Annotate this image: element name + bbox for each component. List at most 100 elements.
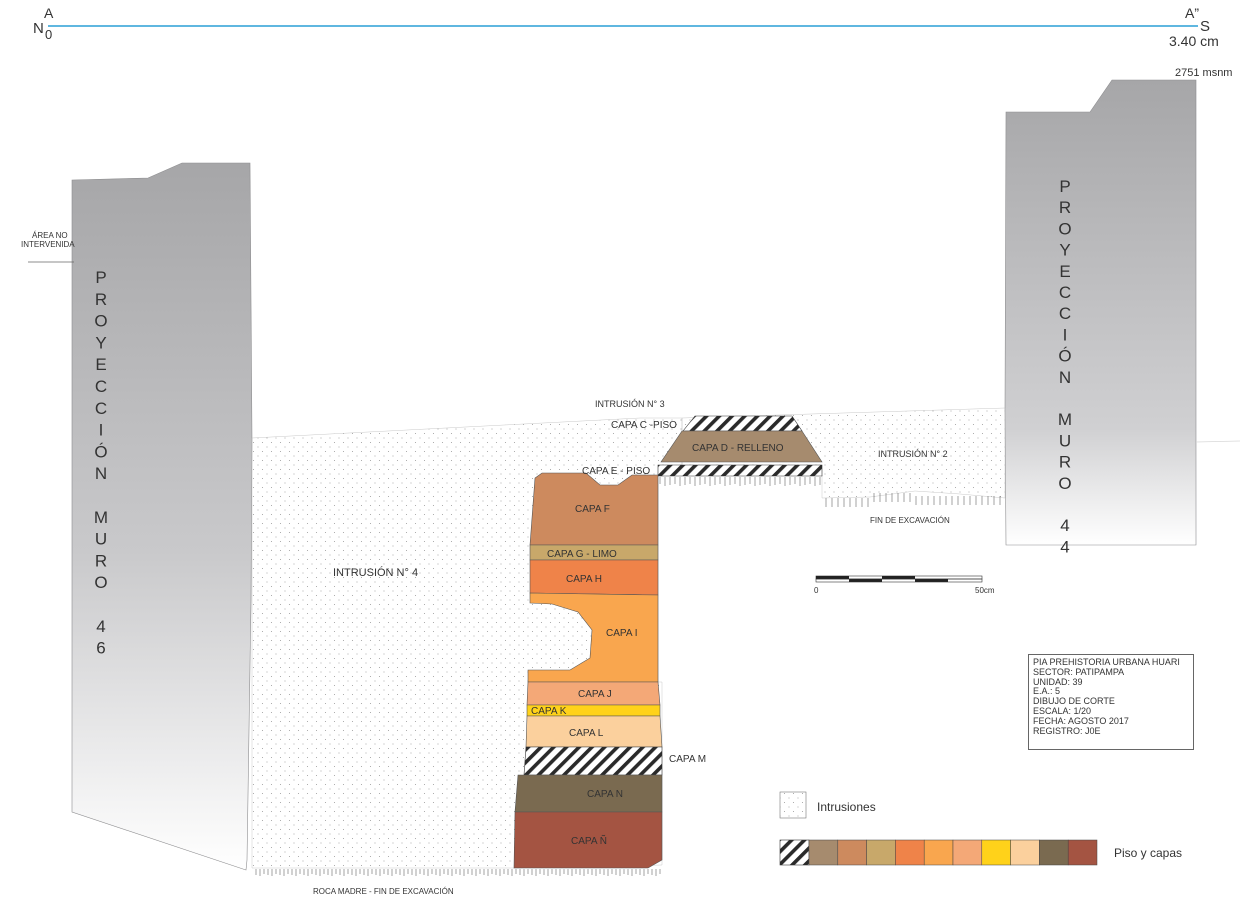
wall-left-letter: I (99, 421, 104, 440)
capa-nn (513, 811, 663, 869)
legend-swatch (1039, 839, 1069, 866)
legend-swatch (866, 839, 896, 866)
wall-left-letter: 4 (96, 617, 105, 636)
section-start-sub: 0 (45, 27, 52, 42)
legend-swatch (808, 839, 839, 866)
info-line: E.A.: 5 (1033, 686, 1061, 697)
info-box: PIA PREHISTORIA URBANA HUARI SECTOR: PATI… (1028, 654, 1194, 750)
wall-left-letter: R (95, 551, 107, 570)
wall-right-letter: I (1063, 325, 1068, 344)
wall-right-edge (1195, 440, 1241, 443)
legend-intrusiones-swatch (779, 791, 807, 819)
scale-bar-end: 50cm (975, 586, 995, 595)
legend-swatch (1067, 839, 1098, 866)
section-start-label: A (44, 5, 54, 21)
label-capa-l: CAPA L (569, 728, 604, 739)
wall-left (71, 162, 253, 871)
wall-left-letter: 6 (96, 639, 105, 658)
wall-right-letter: Ó (1058, 347, 1071, 366)
label-capa-c: CAPA C -PISO (611, 420, 677, 431)
legend-swatch (952, 839, 983, 866)
section-start-dir: N (33, 20, 44, 37)
fin-excavacion-ticks (659, 477, 1001, 507)
wall-right (1004, 79, 1197, 546)
label-capa-d: CAPA D - RELLENO (692, 443, 784, 454)
label-capa-f: CAPA F (575, 504, 610, 515)
label-capa-k: CAPA K (531, 706, 567, 717)
legend-swatch (923, 839, 954, 866)
wall-right-letter: P (1059, 177, 1070, 196)
wall-left-letter: P (95, 268, 106, 287)
scale-bar (815, 575, 983, 583)
info-line: SECTOR: PATIPAMPA (1033, 666, 1125, 677)
legend-swatch (981, 839, 1011, 866)
label-intrusion-3: INTRUSIÓN N° 3 (595, 399, 665, 409)
wall-right-letter: C (1059, 304, 1071, 323)
capa-m (523, 746, 663, 776)
info-line: ESCALA: 1/20 (1033, 705, 1092, 716)
section-length: 3.40 cm (1169, 33, 1219, 49)
wall-left-letter: C (95, 399, 107, 418)
wall-right-letter: E (1059, 262, 1070, 281)
wall-right-letter: O (1058, 219, 1071, 238)
scale-bar-start: 0 (814, 586, 819, 595)
wall-left-letter: O (94, 312, 107, 331)
info-line: DIBUJO DE CORTE (1033, 696, 1115, 707)
info-line: REGISTRO: J0E (1033, 725, 1101, 736)
label-capa-m: CAPA M (669, 754, 706, 765)
wall-left-letter: E (95, 355, 106, 374)
capa-f (529, 472, 659, 546)
capa-e-piso (657, 464, 823, 477)
legend-hatch-swatch (779, 839, 810, 866)
label-intrusion-2: INTRUSIÓN N° 2 (878, 449, 948, 459)
wall-right-letter: Y (1059, 241, 1070, 260)
label-intrusion-4: INTRUSIÓN N° 4 (333, 566, 418, 579)
wall-right-letter: N (1059, 368, 1071, 387)
label-capa-h: CAPA H (566, 574, 602, 585)
legend-piso-capas-label: Piso y capas (1114, 846, 1182, 860)
wall-left-letter: N (95, 464, 107, 483)
label-capa-n: CAPA N (587, 789, 623, 800)
wall-right-letter: 4 (1060, 537, 1069, 556)
label-capa-e: CAPA E - PISO (582, 466, 650, 477)
legend-swatch (837, 839, 867, 866)
label-capa-j: CAPA J (578, 689, 612, 700)
legend-swatch (1010, 839, 1040, 866)
wall-right-letter: C (1059, 283, 1071, 302)
elevation-label: 2751 msnm (1175, 67, 1232, 79)
info-line: UNIDAD: 39 (1033, 676, 1083, 687)
label-capa-i: CAPA I (606, 628, 638, 639)
wall-right-letter: R (1059, 453, 1071, 472)
info-line: FECHA: AGOSTO 2017 (1033, 715, 1129, 726)
capa-c-piso (682, 415, 803, 432)
area-no-intervenida-1: ÁREA NO (32, 231, 68, 240)
wall-right-letter: O (1058, 474, 1071, 493)
wall-left-letter: Ó (94, 442, 107, 461)
section-end-label: A” (1185, 5, 1199, 21)
wall-left-letter: M (94, 508, 108, 527)
legend-swatch (895, 839, 925, 866)
info-line: PIA PREHISTORIA URBANA HUARI (1033, 657, 1180, 667)
capa-d-relleno (660, 430, 823, 463)
wall-left-letter: C (95, 377, 107, 396)
roca-madre-ticks (255, 869, 661, 876)
label-capa-g: CAPA G - LIMO (547, 549, 617, 560)
label-roca-madre: ROCA MADRE - FIN DE EXCAVACIÓN (313, 887, 454, 896)
legend-layer-swatches (808, 839, 1098, 866)
wall-left-letter: R (95, 290, 107, 309)
wall-left-letter: U (95, 530, 107, 549)
capa-i (527, 592, 659, 683)
label-capa-nn: CAPA Ñ (571, 834, 607, 847)
label-fin-excavacion: FIN DE EXCAVACIÓN (870, 516, 950, 525)
wall-right-letter: M (1058, 410, 1072, 429)
section-end-dir: S (1200, 18, 1210, 35)
wall-left-letter: Y (95, 333, 106, 352)
legend-intrusiones-label: Intrusiones (817, 800, 876, 814)
wall-right-letter: R (1059, 198, 1071, 217)
wall-left-letter: O (94, 573, 107, 592)
wall-right-letter: U (1059, 431, 1071, 450)
